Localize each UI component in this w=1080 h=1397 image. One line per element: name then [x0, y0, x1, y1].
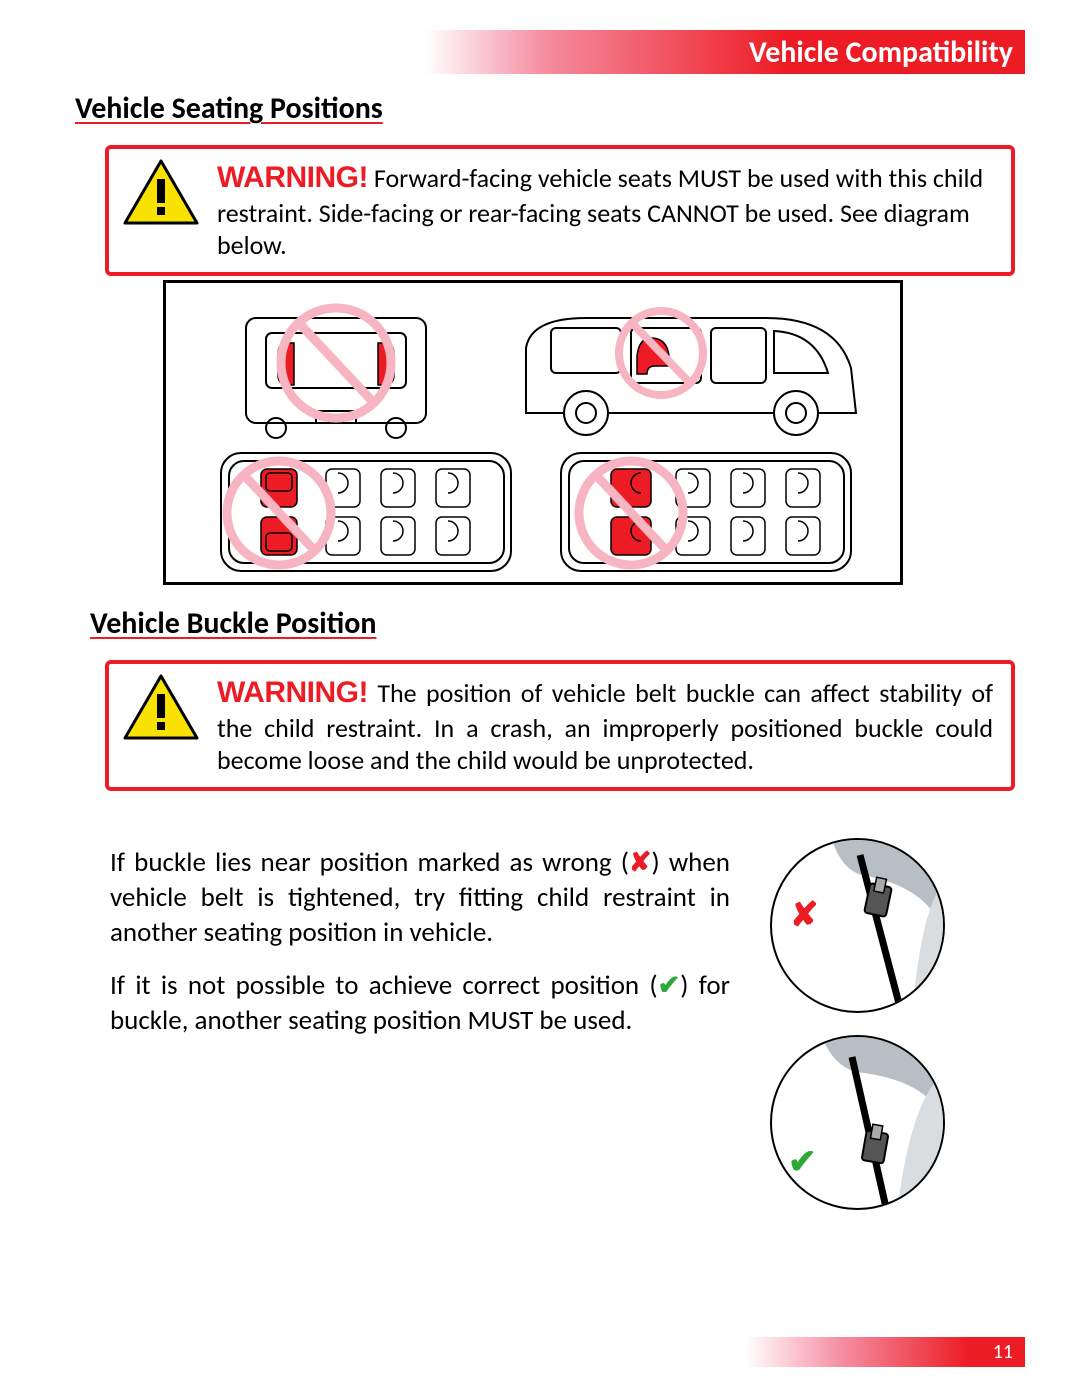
check-mark-icon: ✔ [658, 969, 681, 1002]
x-mark-icon: ✘ [629, 846, 652, 879]
section-heading-buckle: Vehicle Buckle Position [90, 605, 376, 642]
footer-bar: 11 [745, 1337, 1025, 1367]
warning-box-seating: WARNING! Forward-facing vehicle seats MU… [105, 145, 1015, 276]
warning-triangle-icon [123, 159, 199, 227]
header-title: Vehicle Compatibility [749, 34, 1013, 71]
buckle-wrong-illustration: ✘ [770, 838, 945, 1013]
check-mark-icon: ✔ [788, 1142, 817, 1183]
warning-text-buckle: WARNING! The position of vehicle belt bu… [217, 674, 993, 777]
warning-triangle-icon [123, 674, 199, 742]
vehicle-diagram [163, 280, 903, 585]
warning-label: WARNING! [217, 161, 368, 194]
body-para-2: If it is not possible to achieve correct… [110, 968, 730, 1038]
warning-label: WARNING! [217, 676, 368, 709]
buckle-correct-illustration: ✔ [770, 1035, 945, 1210]
warning-box-buckle: WARNING! The position of vehicle belt bu… [105, 660, 1015, 791]
header-bar: Vehicle Compatibility [425, 30, 1025, 74]
x-mark-icon: ✘ [790, 895, 819, 936]
warning-text-seating: WARNING! Forward-facing vehicle seats MU… [217, 159, 993, 262]
page-number: 11 [993, 1340, 1013, 1364]
body-para-1: If buckle lies near position marked as w… [110, 845, 730, 950]
section-heading-seating: Vehicle Seating Positions [75, 90, 383, 127]
